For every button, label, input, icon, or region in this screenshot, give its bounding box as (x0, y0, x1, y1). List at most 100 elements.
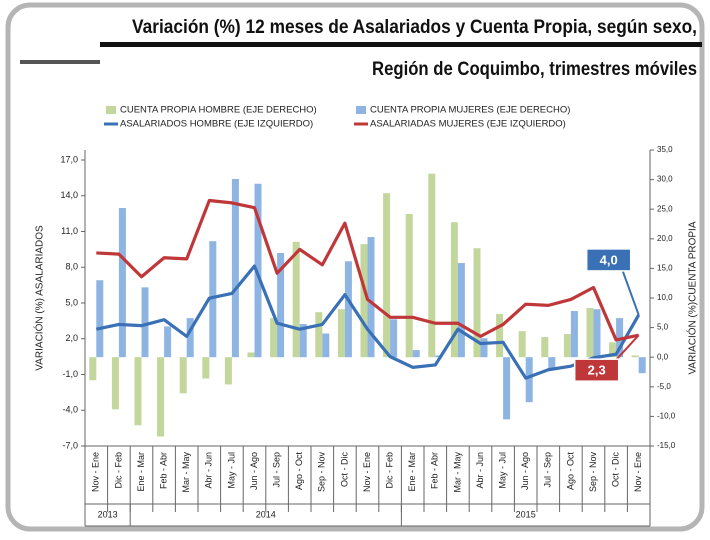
bar (315, 312, 323, 358)
y-tick-label: 14,0 (60, 190, 78, 200)
y2-tick-label: 30,0 (657, 175, 673, 184)
x-tick-label: Ene - Mar (136, 452, 146, 492)
x-tick-label: Mar - May (181, 452, 191, 493)
y2-tick-label: 20,0 (657, 234, 673, 243)
x-tick-label: Feb - Abr (158, 452, 168, 489)
bar (367, 237, 375, 358)
legend-label: CUENTA PROPIA HOMBRE (EJE DERECHO) (120, 105, 317, 116)
bar (473, 248, 481, 358)
bar (292, 241, 300, 358)
y2-tick-label: 35,0 (657, 145, 673, 154)
y2-tick-label: -15,0 (657, 441, 676, 450)
x-tick-label: Mar - May (452, 452, 462, 493)
legend-label: CUENTA PROPIA MUJERES (EJE DERECHO) (370, 105, 570, 116)
x-tick-label: Abr - Jun (204, 452, 214, 489)
x-group-label: 2013 (98, 509, 118, 519)
bar (563, 334, 571, 358)
x-tick-label: Jun - Ago (520, 452, 530, 490)
bar (360, 244, 368, 358)
bar (518, 331, 526, 358)
legend-label: ASALARIADOS HOMBRE (EJE IZQUIERDO) (120, 119, 313, 130)
y2-tick-label: 0,0 (657, 352, 669, 361)
bar (141, 287, 149, 358)
bar (270, 318, 278, 358)
bar (231, 179, 239, 358)
x-tick-label: May - Jul (497, 452, 507, 489)
bar (209, 241, 217, 358)
bar (570, 311, 578, 358)
bar (134, 357, 142, 426)
bar (480, 338, 488, 358)
x-tick-label: Dic - Feb (113, 452, 123, 489)
bar (179, 357, 187, 394)
chart-title: Variación (%) 12 meses de Asalariados y … (132, 17, 697, 38)
line (95, 264, 641, 380)
bar (457, 263, 465, 358)
bar (96, 280, 104, 358)
bar (247, 352, 255, 358)
bar (383, 193, 391, 358)
bar (254, 183, 262, 358)
bar (157, 357, 165, 437)
y-tick-label: 5,0 (65, 297, 78, 307)
bar (609, 342, 617, 358)
chart-subtitle: Región de Coquimbo, trimestres móviles (372, 59, 697, 80)
bar (224, 357, 232, 385)
y-axis-title: VARIACIÓN (%) ASALARIADOS (33, 225, 46, 371)
bar (428, 173, 436, 358)
x-tick-label: Sep - Nov (317, 452, 327, 493)
bar (118, 208, 126, 358)
x-group-label: 2014 (256, 509, 276, 519)
callout-box (585, 248, 632, 272)
x-tick-label: Jun - Ago (249, 452, 259, 490)
bar (586, 308, 594, 358)
bar (412, 350, 420, 358)
data-label: 2,3 (588, 363, 606, 378)
y-tick-label: -7,0 (62, 440, 78, 450)
bar (344, 261, 352, 358)
x-tick-label: Jul - Sep (271, 452, 281, 488)
bar (186, 318, 194, 358)
bar (503, 357, 511, 420)
y2-tick-label: 15,0 (657, 264, 673, 273)
x-tick-label: Feb - Abr (430, 452, 440, 489)
bar (405, 213, 413, 358)
bar (202, 357, 210, 379)
bar (593, 309, 601, 358)
line (96, 198, 640, 342)
bar (435, 355, 443, 358)
y-tick-label: -1,0 (62, 369, 78, 379)
x-tick-label: Dic - Feb (384, 452, 394, 489)
bar (164, 326, 172, 358)
y2-tick-label: 5,0 (657, 323, 669, 332)
y-tick-label: 11,0 (61, 226, 78, 236)
x-tick-label: Sep - Nov (588, 452, 598, 493)
bar (638, 357, 646, 374)
y2-tick-label: -10,0 (657, 412, 676, 421)
legend-swatch (356, 106, 366, 114)
y2-tick-label: 25,0 (657, 204, 673, 213)
title-rule (100, 42, 702, 47)
bar (496, 313, 504, 358)
x-tick-label: Nov - Ene (91, 452, 101, 492)
bar (631, 355, 639, 358)
x-tick-label: Oct - Dic (339, 452, 349, 487)
x-tick-label: Oct - Dic (610, 452, 620, 487)
y-tick-label: 2,0 (65, 333, 78, 343)
bar (541, 337, 549, 358)
callout-box (573, 358, 620, 382)
bar (277, 253, 285, 358)
bar (390, 319, 398, 358)
data-label: 4,0 (600, 252, 618, 267)
y-tick-label: 17,0 (60, 154, 78, 164)
y2-tick-label: 10,0 (657, 293, 673, 302)
bar (337, 309, 345, 358)
bar (299, 324, 307, 358)
y-tick-label: 8,0 (65, 262, 78, 272)
x-tick-label: Jul - Sep (543, 452, 553, 488)
x-tick-label: Nov - Ene (633, 452, 643, 492)
x-tick-label: Abr - Jun (475, 452, 485, 489)
y-tick-label: -4,0 (62, 405, 78, 415)
legend-label: ASALARIADAS MUJERES (EJE IZQUIERDO) (370, 119, 566, 130)
